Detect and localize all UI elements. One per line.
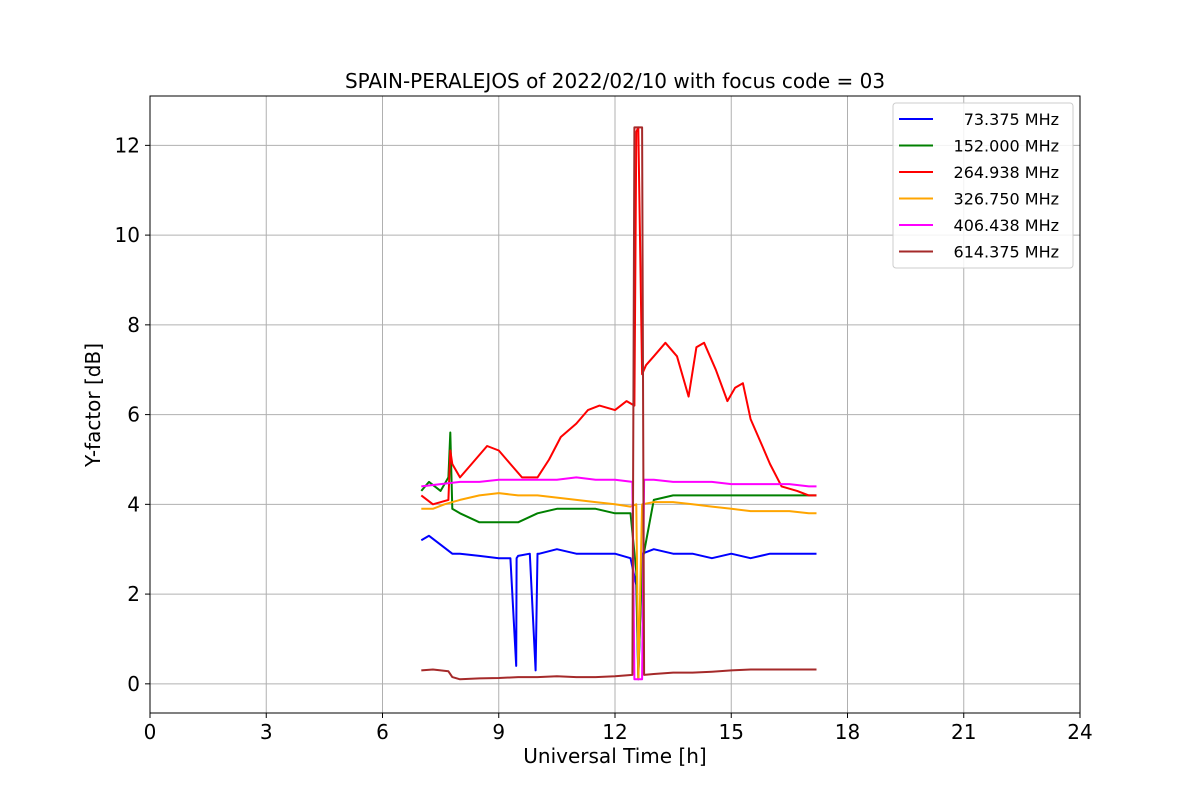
x-tick-label: 6 — [376, 720, 389, 744]
x-axis-label: Universal Time [h] — [523, 744, 706, 768]
series-line-4 — [421, 476, 817, 681]
legend-box — [892, 102, 1074, 269]
legend-label-3: 326.750 MHz — [954, 190, 1059, 209]
x-tick-label: 12 — [602, 720, 627, 744]
x-tick-label: 9 — [492, 720, 505, 744]
y-tick-label: 4 — [127, 492, 140, 516]
y-tick-label: 0 — [127, 672, 140, 696]
series-line-2 — [420, 126, 817, 506]
legend-label-0: 73.375 MHz — [964, 110, 1059, 129]
legend-label-1: 152.000 MHz — [954, 137, 1059, 156]
series-line-1 — [420, 431, 817, 676]
grid — [149, 96, 1081, 713]
y-tick-label: 12 — [115, 133, 140, 157]
y-tick-label: 10 — [115, 223, 140, 247]
plot-series — [420, 126, 817, 681]
x-tick-label: 18 — [835, 720, 860, 744]
legend: 73.375 MHz 152.000 MHz 264.938 MHz 326.750 … — [892, 102, 1074, 269]
x-tick-label: 24 — [1067, 720, 1092, 744]
y-tick-label: 2 — [127, 582, 140, 606]
x-tick-label: 15 — [719, 720, 744, 744]
y-tick-label: 8 — [127, 313, 140, 337]
y-tick-label: 6 — [127, 403, 140, 427]
x-axis-ticks: 0 3 6 9 12 15 18 21 24 — [144, 713, 1093, 744]
x-tick-label: 0 — [144, 720, 157, 744]
y-axis-ticks: 0 2 4 6 8 10 12 — [115, 133, 150, 696]
legend-label-5: 614.375 MHz — [954, 243, 1059, 262]
x-tick-label: 21 — [951, 720, 976, 744]
series-line-0 — [420, 534, 817, 681]
y-axis-label: Y-factor [dB] — [81, 343, 105, 468]
series-line-3 — [421, 492, 817, 681]
legend-label-4: 406.438 MHz — [954, 216, 1059, 235]
chart-title: SPAIN-PERALEJOS of 2022/02/10 with focus… — [345, 69, 885, 93]
x-tick-label: 3 — [260, 720, 273, 744]
series-line-5 — [421, 126, 817, 681]
legend-label-2: 264.938 MHz — [954, 163, 1059, 182]
